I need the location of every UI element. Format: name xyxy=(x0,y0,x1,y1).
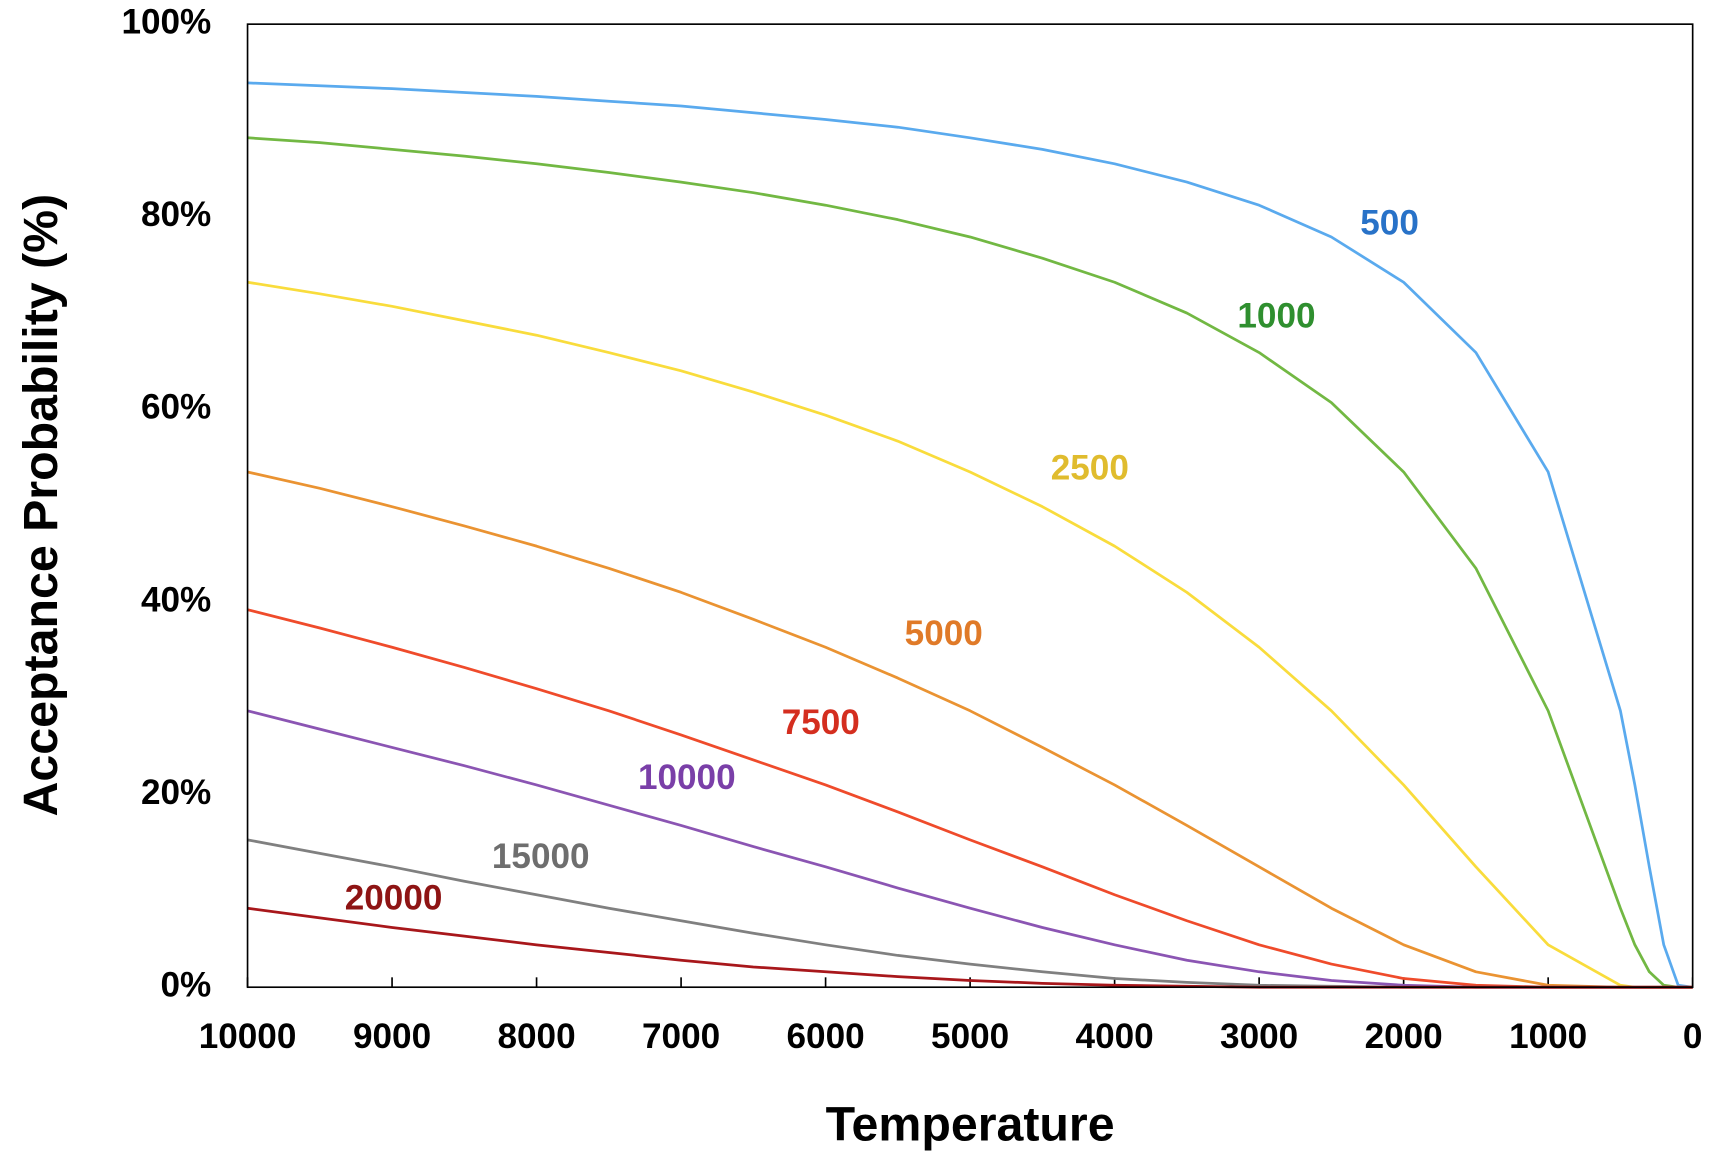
x-tick-label: 7000 xyxy=(642,1017,720,1056)
x-tick-label: 6000 xyxy=(787,1017,865,1056)
series-line xyxy=(247,838,1693,989)
x-tick-label: 5000 xyxy=(931,1017,1009,1056)
x-tick-label: 8000 xyxy=(498,1017,576,1056)
series-label: 15000 xyxy=(492,837,590,876)
y-tick-label: 80% xyxy=(141,195,211,234)
series-line xyxy=(247,709,1693,989)
y-tick-label: 0% xyxy=(161,965,212,1004)
x-tick-label: 1000 xyxy=(1509,1017,1587,1056)
plot-frame xyxy=(246,23,1694,989)
y-axis-title: Acceptance Probability (%) xyxy=(14,194,68,817)
series-label: 10000 xyxy=(638,758,736,797)
series-label: 7500 xyxy=(782,703,860,742)
y-tick-label: 60% xyxy=(141,388,211,427)
y-tick-label: 40% xyxy=(141,580,211,619)
series-line xyxy=(247,608,1693,989)
x-tick-label: 9000 xyxy=(353,1017,431,1056)
series-label: 2500 xyxy=(1051,448,1129,487)
y-tick-label: 20% xyxy=(141,773,211,812)
series-line xyxy=(247,136,1693,989)
x-tick-label: 4000 xyxy=(1076,1017,1154,1056)
x-tick-label: 0 xyxy=(1683,1017,1703,1056)
series-label: 500 xyxy=(1360,203,1419,242)
series-label: 1000 xyxy=(1237,297,1315,336)
x-axis-title: Temperature xyxy=(826,1098,1115,1152)
series-line xyxy=(247,906,1693,989)
x-tick-label: 3000 xyxy=(1220,1017,1298,1056)
series-line xyxy=(247,470,1693,989)
x-tick-label: 2000 xyxy=(1365,1017,1443,1056)
series-line xyxy=(247,81,1693,989)
y-tick-label: 100% xyxy=(121,2,211,41)
series-label: 5000 xyxy=(905,614,983,653)
x-tick-label: 10000 xyxy=(199,1017,297,1056)
series-label: 20000 xyxy=(345,879,443,918)
